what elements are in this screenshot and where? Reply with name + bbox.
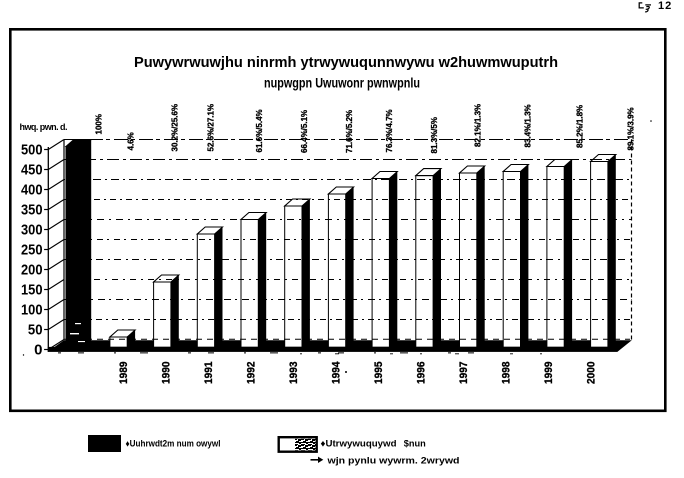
svg-text:1999: 1999 [543, 362, 555, 385]
svg-text:1997: 1997 [458, 362, 470, 385]
svg-text:1992: 1992 [246, 362, 258, 385]
svg-text:♦Uuhrwdt2m num owywl: ♦Uuhrwdt2m num owywl [126, 438, 221, 448]
svg-text:hwq. pwn. d.: hwq. pwn. d. [20, 122, 68, 132]
svg-text:89.1%/3.9%: 89.1%/3.9% [626, 107, 635, 150]
svg-text:150: 150 [21, 282, 43, 299]
svg-text:12: 12 [658, 0, 672, 12]
svg-text:0: 0 [34, 342, 42, 359]
svg-text:83.4%/1.3%: 83.4%/1.3% [523, 104, 532, 147]
svg-text:66.4%/5.1%: 66.4%/5.1% [300, 110, 309, 153]
svg-text:500: 500 [21, 142, 43, 159]
svg-text:250: 250 [21, 242, 43, 259]
svg-text:1990: 1990 [161, 362, 173, 385]
svg-text:1994: 1994 [331, 361, 343, 384]
svg-text:30.2%/25.6%: 30.2%/25.6% [170, 104, 179, 152]
svg-text:400: 400 [21, 182, 43, 199]
svg-text:450: 450 [21, 162, 43, 179]
svg-text:100: 100 [21, 302, 43, 319]
svg-text:100%: 100% [94, 114, 103, 134]
svg-text:2000: 2000 [586, 362, 598, 385]
svg-text:350: 350 [21, 202, 43, 219]
svg-text:71.6%/5.2%: 71.6%/5.2% [345, 110, 354, 153]
svg-text:4.6%: 4.6% [126, 132, 135, 150]
svg-text:300: 300 [21, 222, 43, 239]
svg-text:1993: 1993 [288, 362, 300, 385]
svg-text:81.3%/5%: 81.3%/5% [430, 117, 439, 153]
svg-text:1995: 1995 [373, 362, 385, 385]
svg-text:1989: 1989 [118, 362, 130, 385]
svg-text:nupwgpn Uwuwonr pwnwpnlu: nupwgpn Uwuwonr pwnwpnlu [264, 76, 420, 91]
svg-text:1991: 1991 [203, 362, 215, 385]
svg-text:82.1%/1.3%: 82.1%/1.3% [473, 104, 482, 147]
svg-text:$nun: $nun [404, 439, 426, 450]
svg-text:wjn pynlu wywrm. 2wrywd: wjn pynlu wywrm. 2wrywd [326, 456, 459, 467]
svg-text:76.3%/4.7%: 76.3%/4.7% [385, 109, 394, 152]
svg-text:61.6%/5.4%: 61.6%/5.4% [255, 109, 264, 152]
svg-text:85.2%/1.8%: 85.2%/1.8% [575, 105, 584, 148]
svg-text:1998: 1998 [501, 362, 513, 385]
svg-text:50: 50 [28, 322, 43, 339]
svg-text:52.6%/27.1%: 52.6%/27.1% [206, 104, 215, 152]
svg-text:200: 200 [21, 262, 43, 279]
svg-text:♦Utrwywuquywd: ♦Utrwywuquywd [321, 439, 397, 450]
svg-text:Puwywrwuwjhu ninrmh ytrwywuqun: Puwywrwuwjhu ninrmh ytrwywuqunnwywu w2hu… [134, 54, 558, 71]
svg-text:1996: 1996 [416, 362, 428, 385]
